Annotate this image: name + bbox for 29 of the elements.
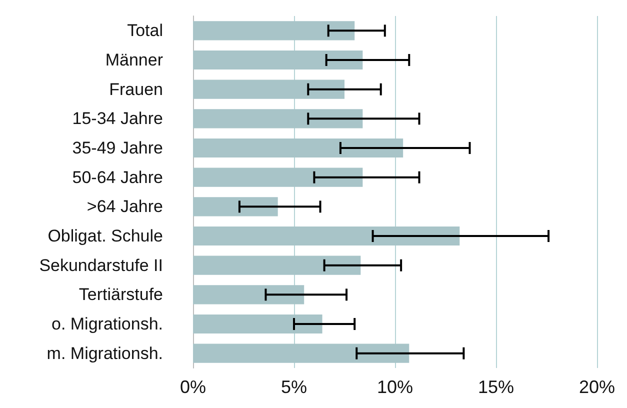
bar [193,138,404,158]
x-tick-label: 15% [478,377,514,397]
bar [193,344,410,363]
x-tick-label: 0% [180,377,206,397]
bar [193,256,361,275]
x-tick-label: 5% [280,377,308,397]
bar [193,168,363,187]
y-tick-label: Total [127,21,163,40]
x-tick-label: 10% [376,377,414,397]
y-tick-label: Obligat. Schule [48,226,163,246]
y-tick-label: Frauen [109,80,163,99]
bar [193,21,355,40]
y-tick-label: Männer [105,50,164,70]
bar [193,80,344,99]
y-tick-label: m. Migrationsh. [46,344,163,363]
bar [193,226,460,246]
x-tick-label: 20% [578,377,616,397]
y-tick-label: 15-34 Jahre [72,109,163,128]
bar [193,50,363,70]
bar [193,197,278,216]
bar [193,109,363,128]
bar [193,314,322,334]
y-tick-label: o. Migrationsh. [52,314,163,334]
y-tick-label: Tertiärstufe [78,285,163,304]
y-tick-label: 50-64 Jahre [72,168,163,187]
y-tick-label: >64 Jahre [86,197,163,216]
bar [193,285,304,304]
y-tick-label: 35-49 Jahre [72,138,163,158]
y-tick-label: Sekundarstufe II [39,256,163,275]
